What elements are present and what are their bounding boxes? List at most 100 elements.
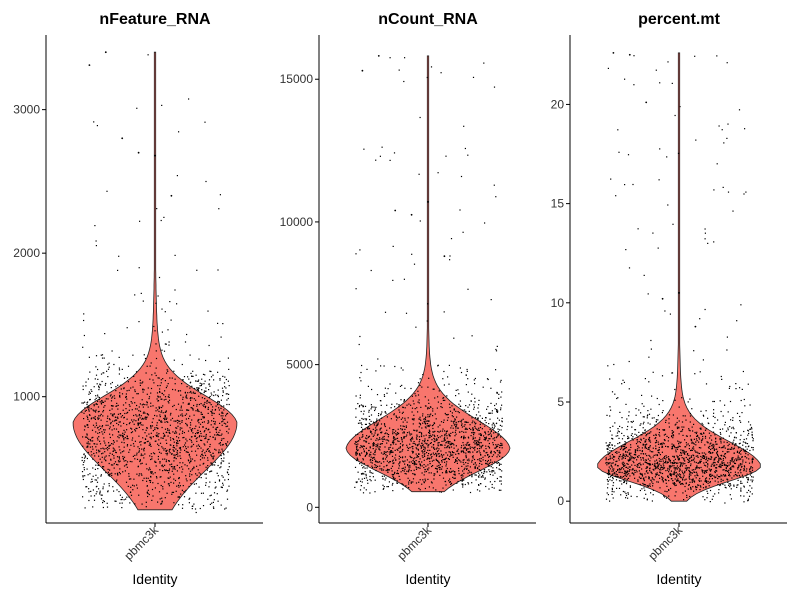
cell-point	[169, 424, 171, 426]
cell-point	[228, 385, 230, 387]
cell-point	[463, 431, 465, 433]
cell-point	[373, 442, 375, 444]
cell-point	[471, 459, 473, 461]
cell-point	[112, 415, 114, 417]
cell-point	[130, 494, 133, 496]
cell-point	[498, 433, 500, 435]
cell-point	[144, 432, 146, 434]
cell-point	[644, 429, 646, 431]
cell-point	[151, 499, 153, 501]
cell-point	[100, 419, 102, 421]
cell-point	[465, 455, 467, 458]
cell-point	[107, 363, 109, 365]
cell-point	[453, 444, 455, 446]
cell-point	[494, 447, 496, 449]
cell-point	[744, 466, 746, 468]
cell-point	[719, 463, 721, 465]
cell-point	[162, 486, 164, 488]
cell-point	[644, 441, 646, 443]
cell-point	[173, 404, 175, 406]
cell-point	[732, 426, 734, 428]
cell-point	[612, 482, 615, 484]
cell-point	[367, 385, 369, 387]
cell-point	[617, 435, 619, 437]
cell-point	[717, 484, 719, 486]
cell-point	[469, 446, 471, 448]
cell-point	[111, 408, 113, 410]
cell-point	[646, 467, 648, 469]
cell-point	[372, 443, 374, 445]
cell-point	[467, 288, 469, 290]
cell-point	[428, 437, 430, 439]
cell-point	[131, 461, 133, 463]
cell-point	[201, 457, 203, 459]
cell-point	[722, 474, 725, 476]
cell-point	[445, 414, 447, 416]
cell-point	[171, 491, 173, 493]
cell-point	[148, 493, 150, 496]
cell-point	[205, 450, 207, 452]
cell-point	[625, 249, 627, 251]
cell-point	[648, 413, 651, 415]
cell-point	[462, 409, 464, 411]
cell-point	[722, 457, 724, 460]
cell-point	[678, 470, 680, 472]
cell-point	[228, 403, 230, 406]
cell-point	[449, 441, 451, 443]
cell-point	[89, 414, 91, 416]
cell-point	[97, 411, 99, 413]
cell-point	[733, 466, 735, 468]
cell-point	[454, 435, 456, 437]
cell-point	[85, 381, 87, 383]
cell-point	[181, 466, 183, 468]
cell-point	[429, 457, 431, 459]
cell-point	[713, 464, 715, 466]
cell-point	[92, 506, 94, 508]
cell-point	[644, 378, 646, 380]
cell-point	[412, 438, 414, 440]
cell-point	[102, 467, 104, 469]
cell-point	[732, 210, 734, 212]
cell-point	[475, 479, 477, 481]
cell-point	[709, 489, 712, 492]
cell-point	[129, 422, 131, 424]
cell-point	[422, 452, 424, 454]
cell-point	[709, 445, 711, 447]
cell-point	[697, 484, 699, 486]
panel-title: nFeature_RNA	[99, 11, 211, 28]
cell-point	[492, 467, 494, 469]
cell-point	[381, 438, 383, 440]
cell-point	[165, 431, 167, 433]
cell-point	[214, 434, 216, 436]
cell-point	[108, 362, 110, 364]
cell-point	[733, 461, 735, 463]
cell-point	[137, 446, 139, 448]
cell-point	[430, 472, 432, 474]
cell-point	[644, 432, 646, 434]
cell-point	[421, 433, 423, 435]
cell-point	[224, 418, 226, 420]
cell-point	[86, 468, 88, 470]
cell-point	[212, 374, 214, 376]
cell-point	[457, 480, 459, 483]
cell-point	[99, 490, 101, 492]
cell-point	[736, 320, 738, 322]
cell-point	[497, 445, 499, 447]
cell-point	[178, 504, 180, 506]
cell-point	[639, 472, 641, 474]
cell-point	[359, 249, 361, 251]
cell-point	[177, 442, 179, 444]
cell-point	[211, 455, 213, 458]
cell-point	[752, 458, 754, 460]
cell-point	[443, 454, 445, 456]
cell-point	[625, 497, 627, 499]
cell-point	[154, 460, 156, 462]
cell-point	[736, 459, 738, 461]
cell-point	[488, 464, 490, 467]
cell-point	[179, 448, 181, 450]
cell-point	[441, 466, 443, 468]
cell-point	[388, 451, 390, 453]
cell-point	[617, 428, 619, 430]
cell-point	[492, 428, 494, 430]
cell-point	[649, 460, 651, 462]
